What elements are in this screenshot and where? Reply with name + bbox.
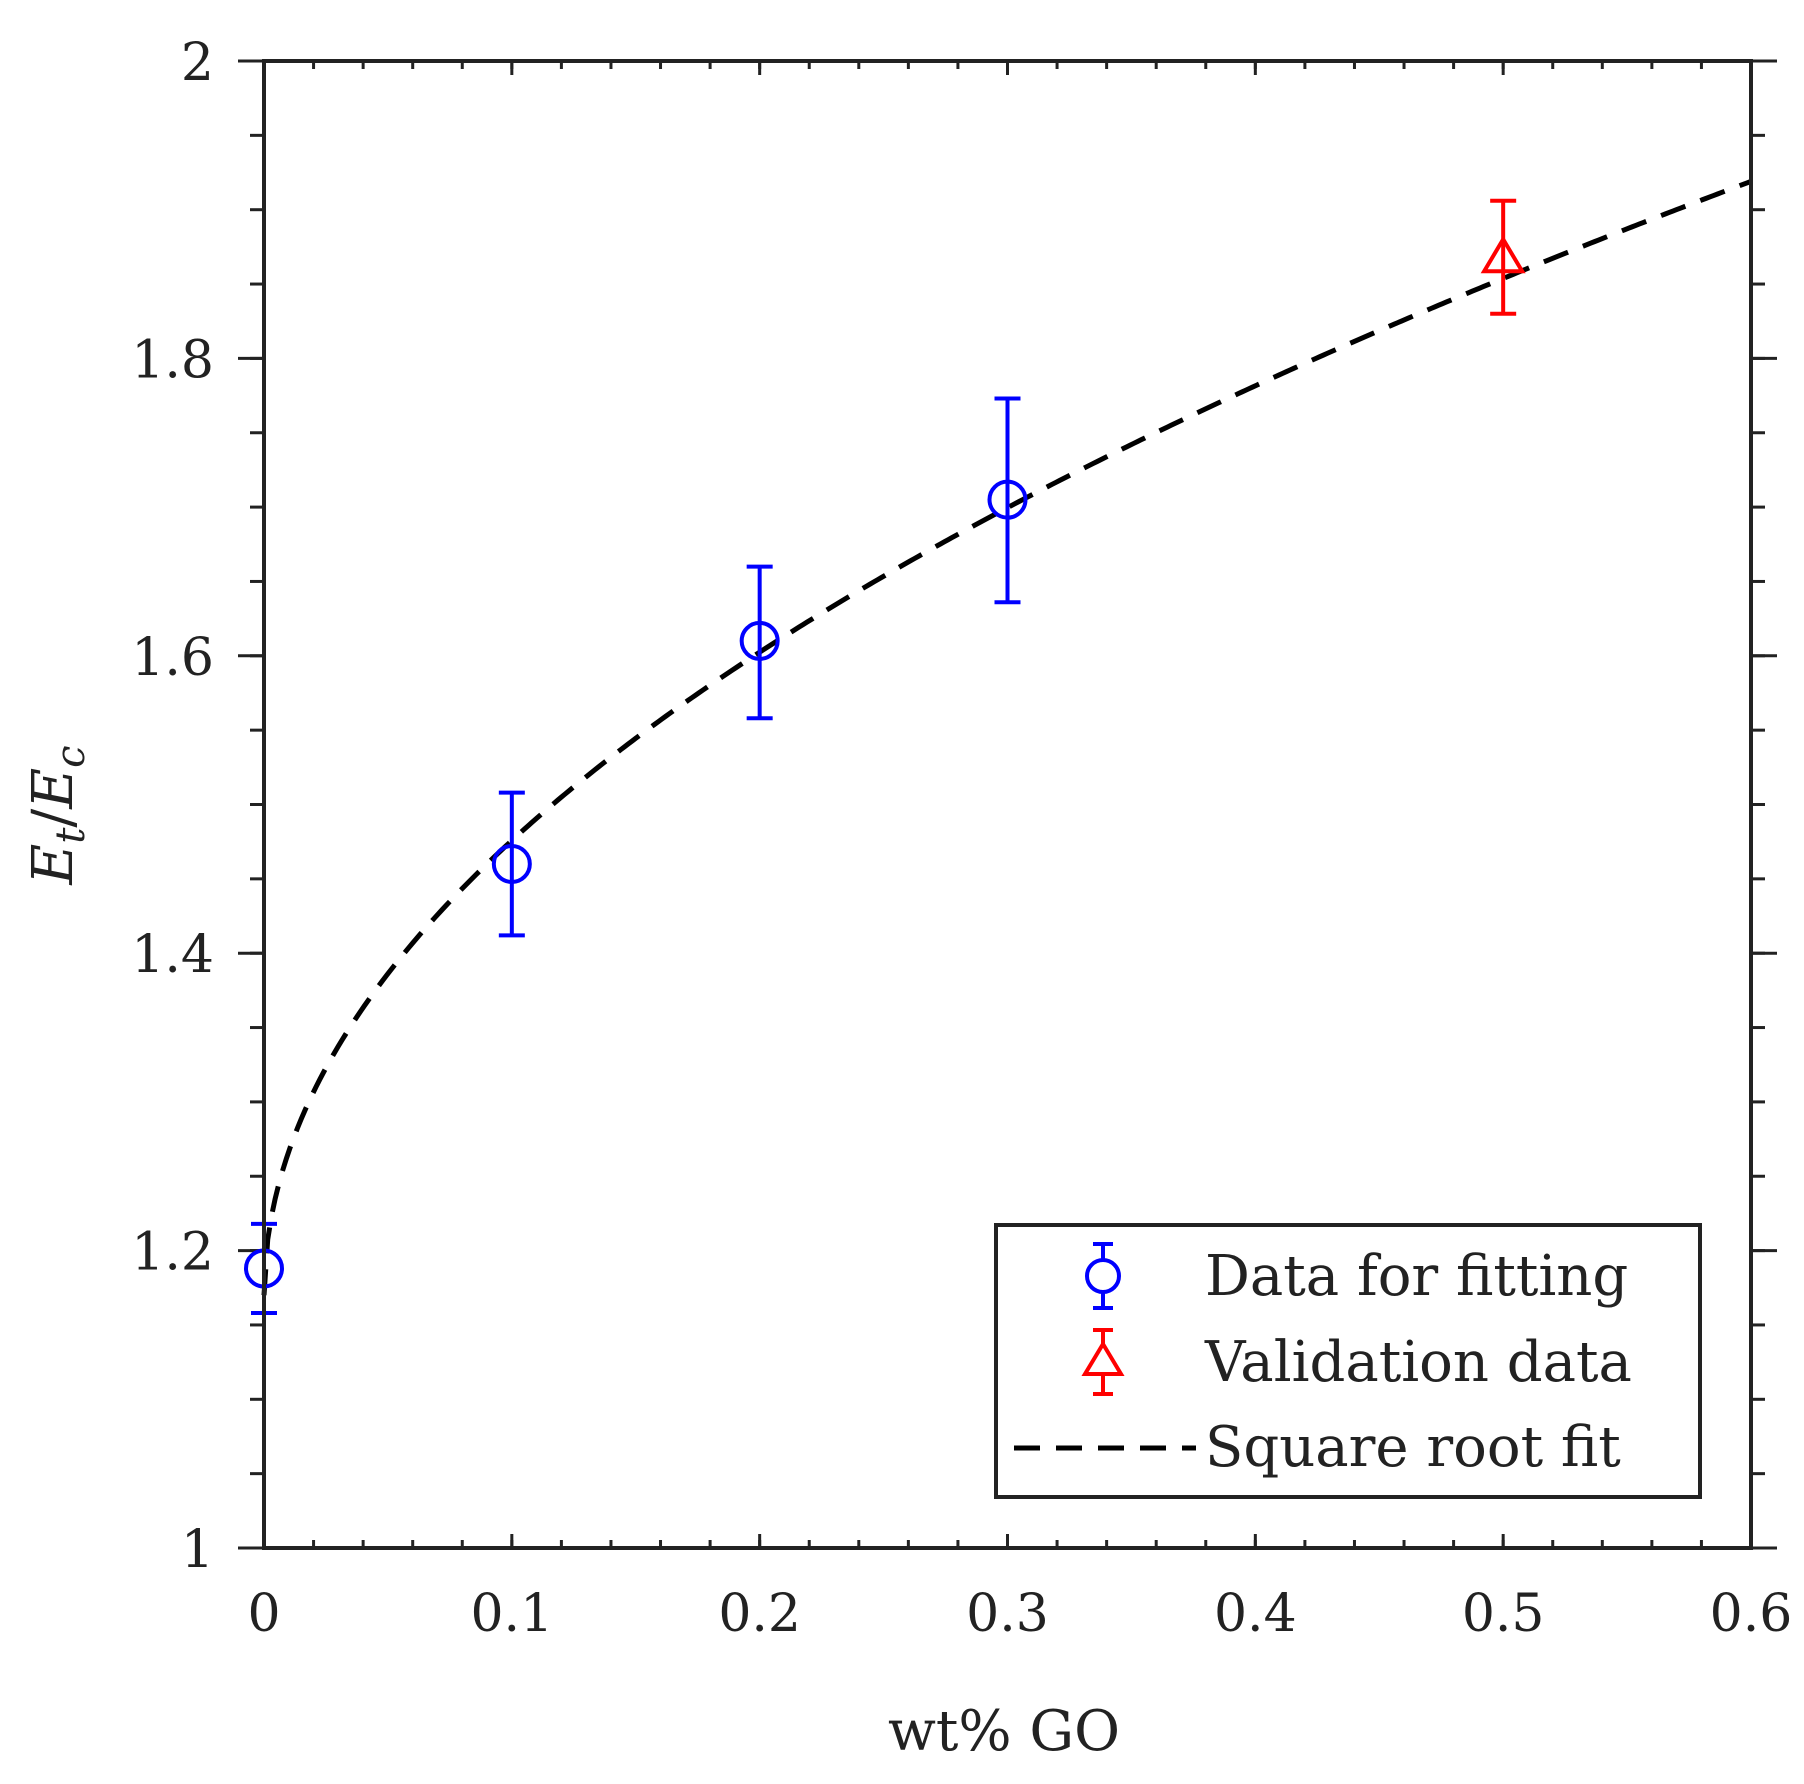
x-tick-label: 0.5	[1462, 1584, 1545, 1644]
y-tick-label: 1.2	[131, 1223, 214, 1283]
y-tick-label: 1.8	[131, 330, 214, 390]
x-tick-label: 0.2	[718, 1584, 801, 1644]
legend-entry-validation-data: Validation data	[1081, 1328, 1632, 1396]
legend-circle-marker	[1085, 1258, 1121, 1294]
y-tick-label: 1	[181, 1520, 214, 1580]
y-label-sub-c: c	[48, 745, 94, 767]
legend: Data for fitting Validation data Square …	[994, 1223, 1702, 1499]
y-label-e1: E	[21, 844, 86, 886]
legend-entry-square-root-fit: Square root fit	[1014, 1415, 1621, 1480]
x-axis-label: wt% GO	[888, 1699, 1120, 1764]
y-label-e2: E	[21, 768, 86, 810]
x-tick-label: 0.1	[470, 1584, 553, 1644]
x-tick-label: 0.6	[1710, 1584, 1793, 1644]
data-point-circle	[987, 479, 1028, 520]
data-point-circle	[739, 620, 780, 661]
y-axis-label: Et/Ec	[21, 745, 94, 885]
tick-labels: 0 0.1 0.2 0.3 0.4 0.5 0.6 1 1.2 1.4 1.6 1.8 2	[131, 33, 1792, 1644]
y-label-slash: /	[21, 809, 86, 828]
y-tick-label: 1.6	[131, 628, 214, 688]
y-label-sub-t: t	[48, 827, 94, 844]
y-tick-label: 1.4	[131, 925, 214, 985]
legend-label-square-root-fit: Square root fit	[1205, 1415, 1621, 1480]
legend-triangle-marker	[1081, 1340, 1125, 1376]
legend-label-data-for-fitting: Data for fitting	[1205, 1244, 1628, 1309]
data-point-circle	[491, 843, 532, 884]
y-tick-label: 2	[181, 33, 214, 93]
plot-frame	[262, 59, 1753, 1550]
legend-entry-data-for-fitting: Data for fitting	[1085, 1242, 1628, 1310]
data-point-triangle	[1480, 235, 1526, 274]
x-tick-label: 0	[247, 1584, 280, 1644]
x-tick-label: 0.4	[1214, 1584, 1297, 1644]
x-tick-label: 0.3	[966, 1584, 1049, 1644]
legend-label-validation-data: Validation data	[1204, 1330, 1632, 1395]
